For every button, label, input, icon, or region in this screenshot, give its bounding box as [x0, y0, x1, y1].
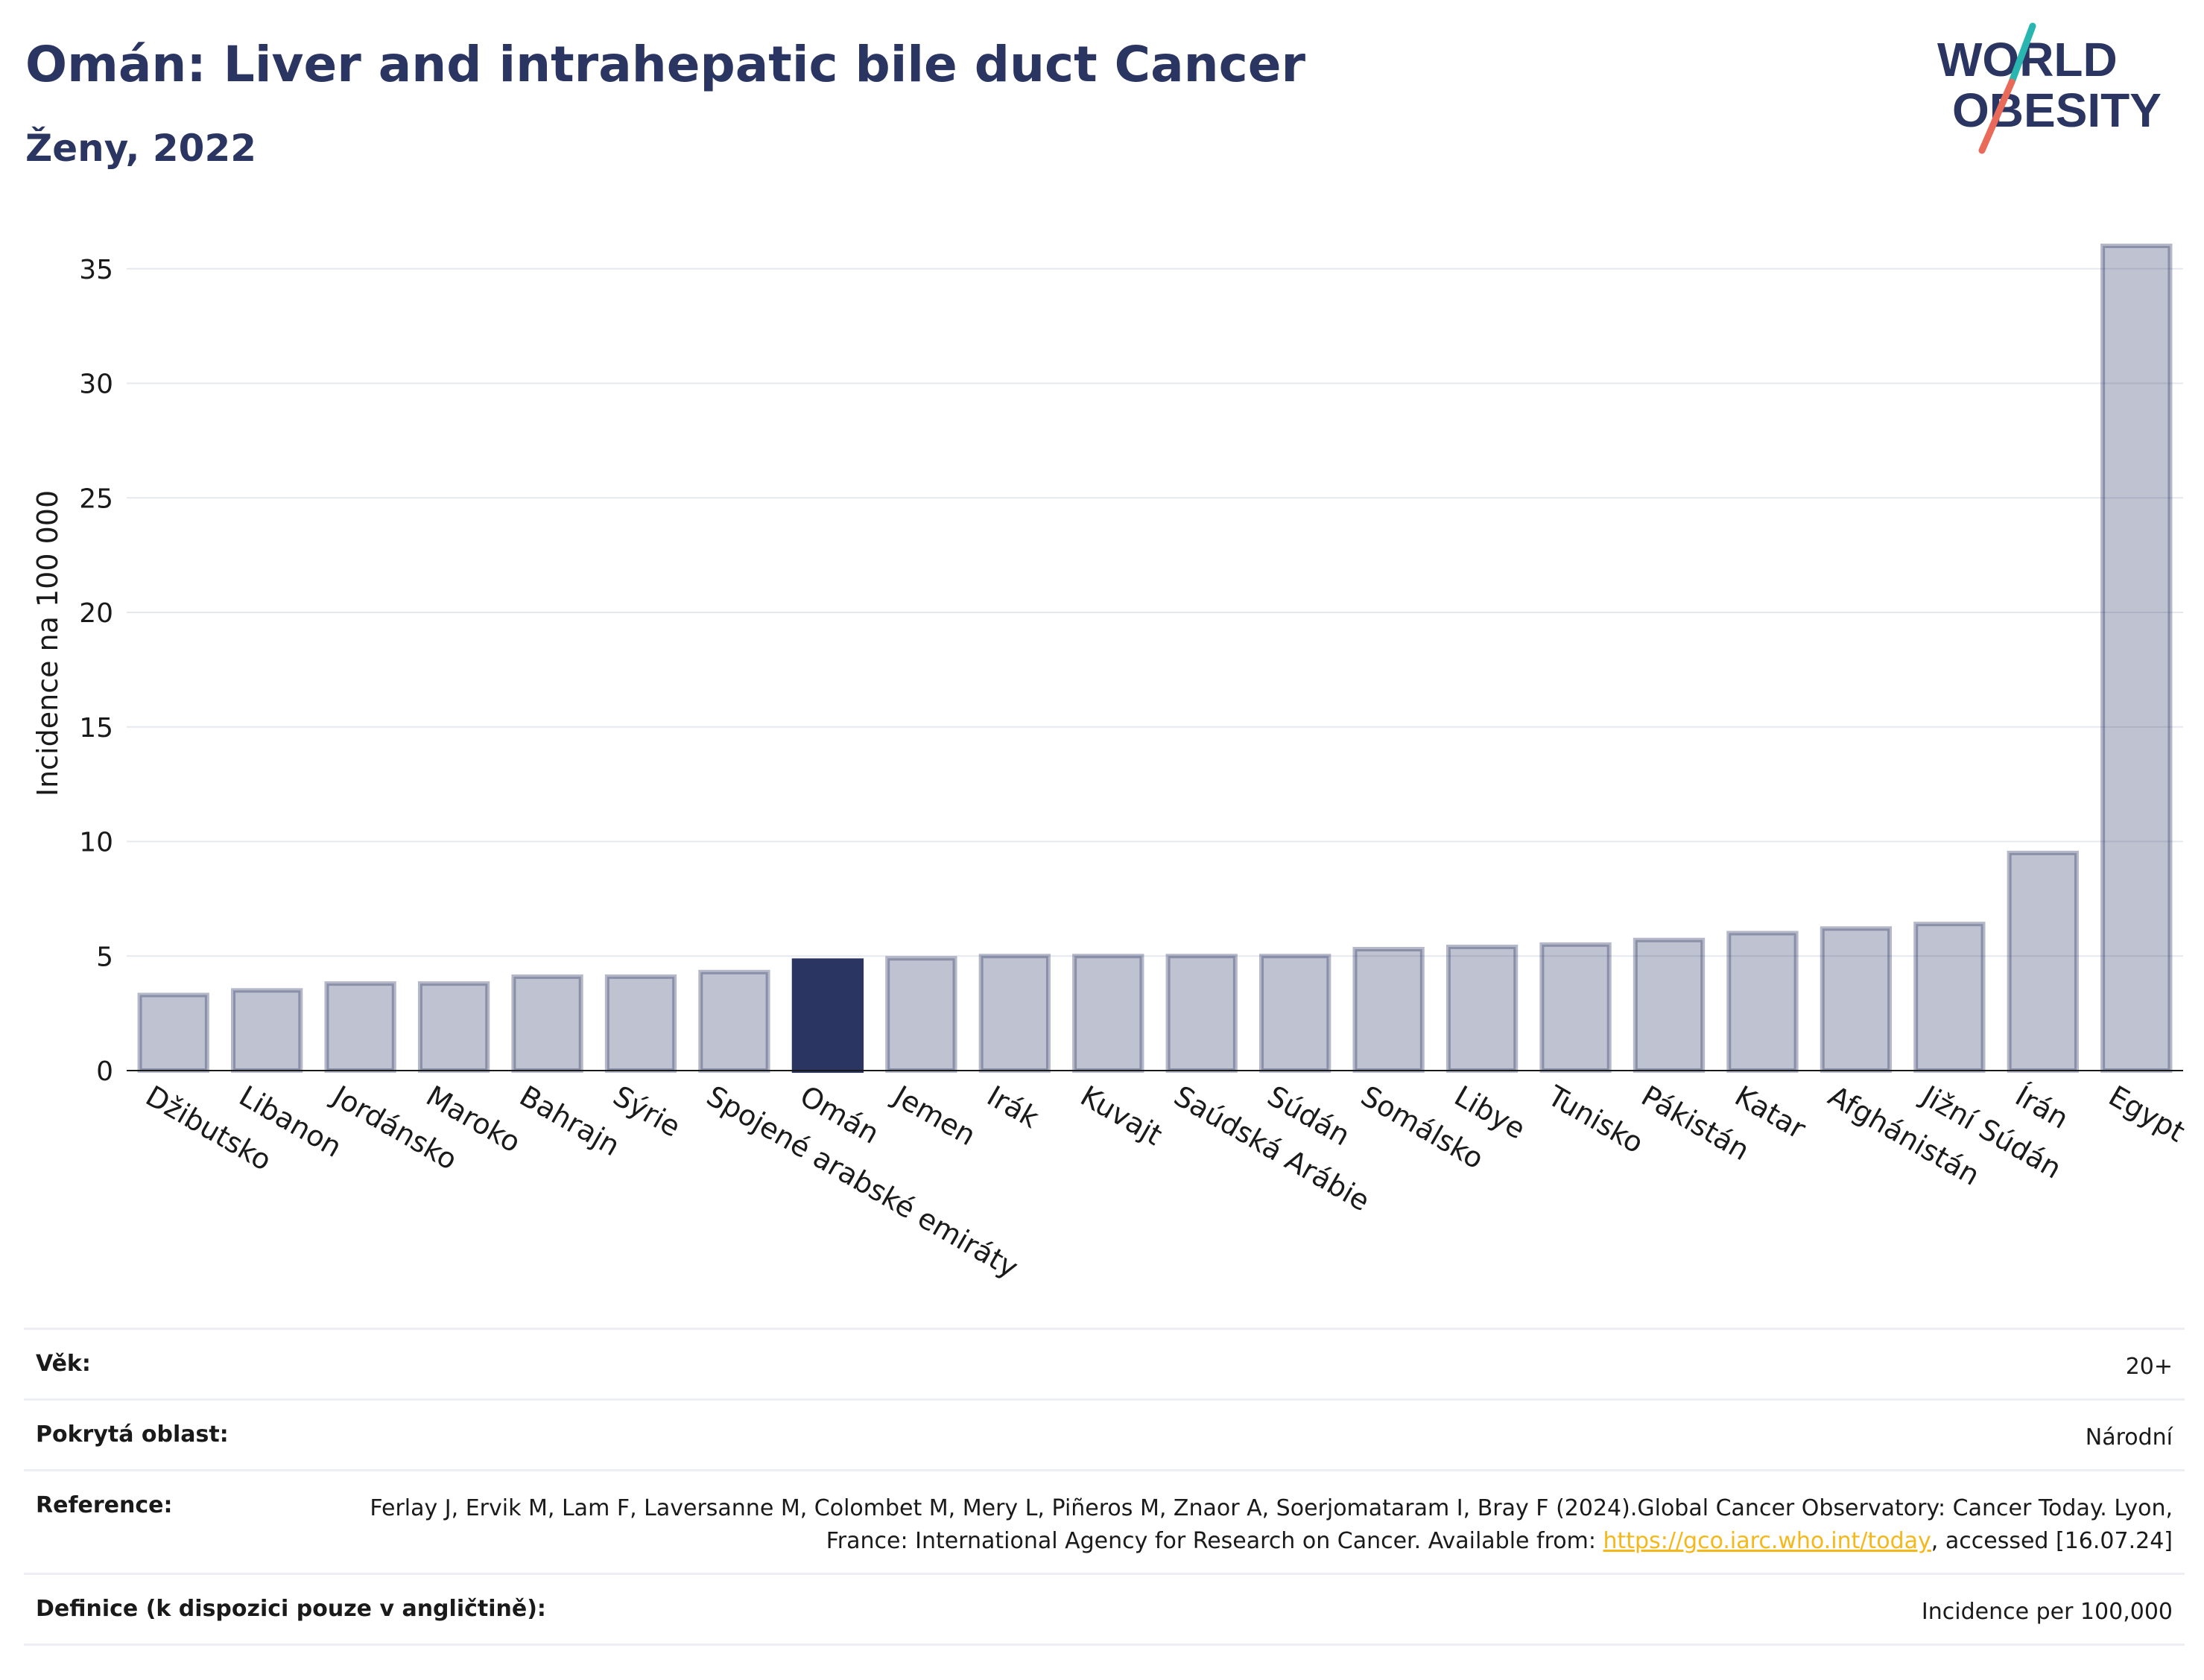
x-tick-label: Kuvajt [1075, 1080, 1168, 1152]
bar-spojené-arabské-emiráty[interactable] [698, 969, 770, 1074]
logo-slash-bottom [1978, 78, 2015, 154]
y-tick-label: 20 [79, 598, 113, 629]
bar-afghánistán[interactable] [1820, 926, 1893, 1073]
x-tick-label: Írán [2010, 1080, 2074, 1135]
x-tick-label: Jemen [887, 1079, 981, 1153]
y-tick-label: 10 [79, 828, 113, 858]
x-tick-label: Tunisko [1542, 1079, 1649, 1160]
y-tick-label: 0 [96, 1056, 113, 1087]
definition-label: Definice (k dispozici pouze v angličtině… [36, 1596, 546, 1622]
y-tick-label: 5 [96, 942, 113, 972]
x-tick-label: Bahrajn [514, 1080, 625, 1163]
bar-libanon[interactable] [231, 988, 303, 1073]
x-axis-ticks: DžibutskoLibanonJordánskoMarokoBahrajnSý… [140, 1079, 2190, 1284]
bar-írán[interactable] [2007, 850, 2079, 1073]
info-table: Věk: 20+ Pokrytá oblast: Národní Referen… [24, 1328, 2185, 1646]
reference-text-2: , accessed [16.07.24] [1931, 1528, 2173, 1554]
bar-libye[interactable] [1445, 944, 1519, 1073]
age-value: 20+ [2125, 1354, 2173, 1380]
y-axis-ticks: 0 5 10 15 20 25 30 35 [79, 255, 113, 1087]
info-row-definition: Definice (k dispozici pouze v angličtině… [24, 1573, 2185, 1646]
bar-kuvajt[interactable] [1072, 954, 1144, 1073]
chart-title: Omán: Liver and intrahepatic bile duct C… [25, 36, 1306, 93]
bar-saúdská-arábie[interactable] [1165, 954, 1238, 1073]
bar-omán[interactable] [791, 958, 864, 1074]
y-tick-label: 15 [79, 713, 113, 744]
bar-tunisko[interactable] [1539, 942, 1612, 1073]
bar-jordánsko[interactable] [324, 981, 396, 1074]
grid-lines [127, 267, 2183, 957]
bar-súdán[interactable] [1259, 954, 1331, 1073]
logo-slash-top [2008, 22, 2036, 86]
bar-egypt[interactable] [2100, 244, 2173, 1073]
bar-jižní-súdán[interactable] [1913, 922, 1986, 1073]
world-obesity-logo: WORLD OBESITY [1937, 22, 2162, 154]
bar-maroko[interactable] [417, 981, 490, 1074]
info-row-coverage: Pokrytá oblast: Národní [24, 1398, 2185, 1469]
y-tick-label: 25 [79, 484, 113, 514]
age-label: Věk: [36, 1351, 91, 1377]
bar-somálsko[interactable] [1352, 947, 1425, 1074]
x-tick-label: Pákistán [1636, 1080, 1755, 1167]
bar-sýrie[interactable] [604, 974, 677, 1074]
reference-value: Ferlay J, Ervik M, Lam F, Laversanne M, … [325, 1492, 2173, 1558]
definition-value: Incidence per 100,000 [1921, 1599, 2173, 1625]
logo-text-obesity: OBESITY [1952, 83, 2162, 137]
bar-katar[interactable] [1726, 931, 1799, 1073]
x-tick-label: Irák [981, 1080, 1044, 1135]
bar-bahrajn[interactable] [511, 974, 583, 1074]
y-axis-label: Incidence na 100 000 [31, 490, 64, 796]
coverage-label: Pokrytá oblast: [36, 1421, 229, 1448]
x-tick-label: Egypt [2103, 1080, 2191, 1149]
bar-džibutsko[interactable] [137, 992, 209, 1074]
reference-label: Reference: [36, 1492, 173, 1518]
bar-pákistán[interactable] [1633, 937, 1706, 1073]
bar-jemen[interactable] [885, 956, 957, 1073]
bar-chart: 0 5 10 15 20 25 30 35 Incidence na 100 000 Džib… [31, 244, 2191, 1284]
chart-subtitle: Ženy, 2022 [25, 127, 257, 170]
info-row-age: Věk: 20+ [24, 1328, 2185, 1398]
info-row-reference: Reference: Ferlay J, Ervik M, Lam F, Lav… [24, 1469, 2185, 1573]
bar-irák[interactable] [978, 954, 1051, 1073]
reference-text-1: Ferlay J, Ervik M, Lam F, Laversanne M, … [370, 1495, 2173, 1554]
coverage-value: Národní [2085, 1424, 2173, 1451]
bars [137, 244, 2173, 1074]
y-tick-label: 35 [79, 255, 113, 285]
y-tick-label: 30 [79, 370, 113, 400]
reference-link[interactable]: https://gco.iarc.who.int/today [1603, 1528, 1931, 1554]
